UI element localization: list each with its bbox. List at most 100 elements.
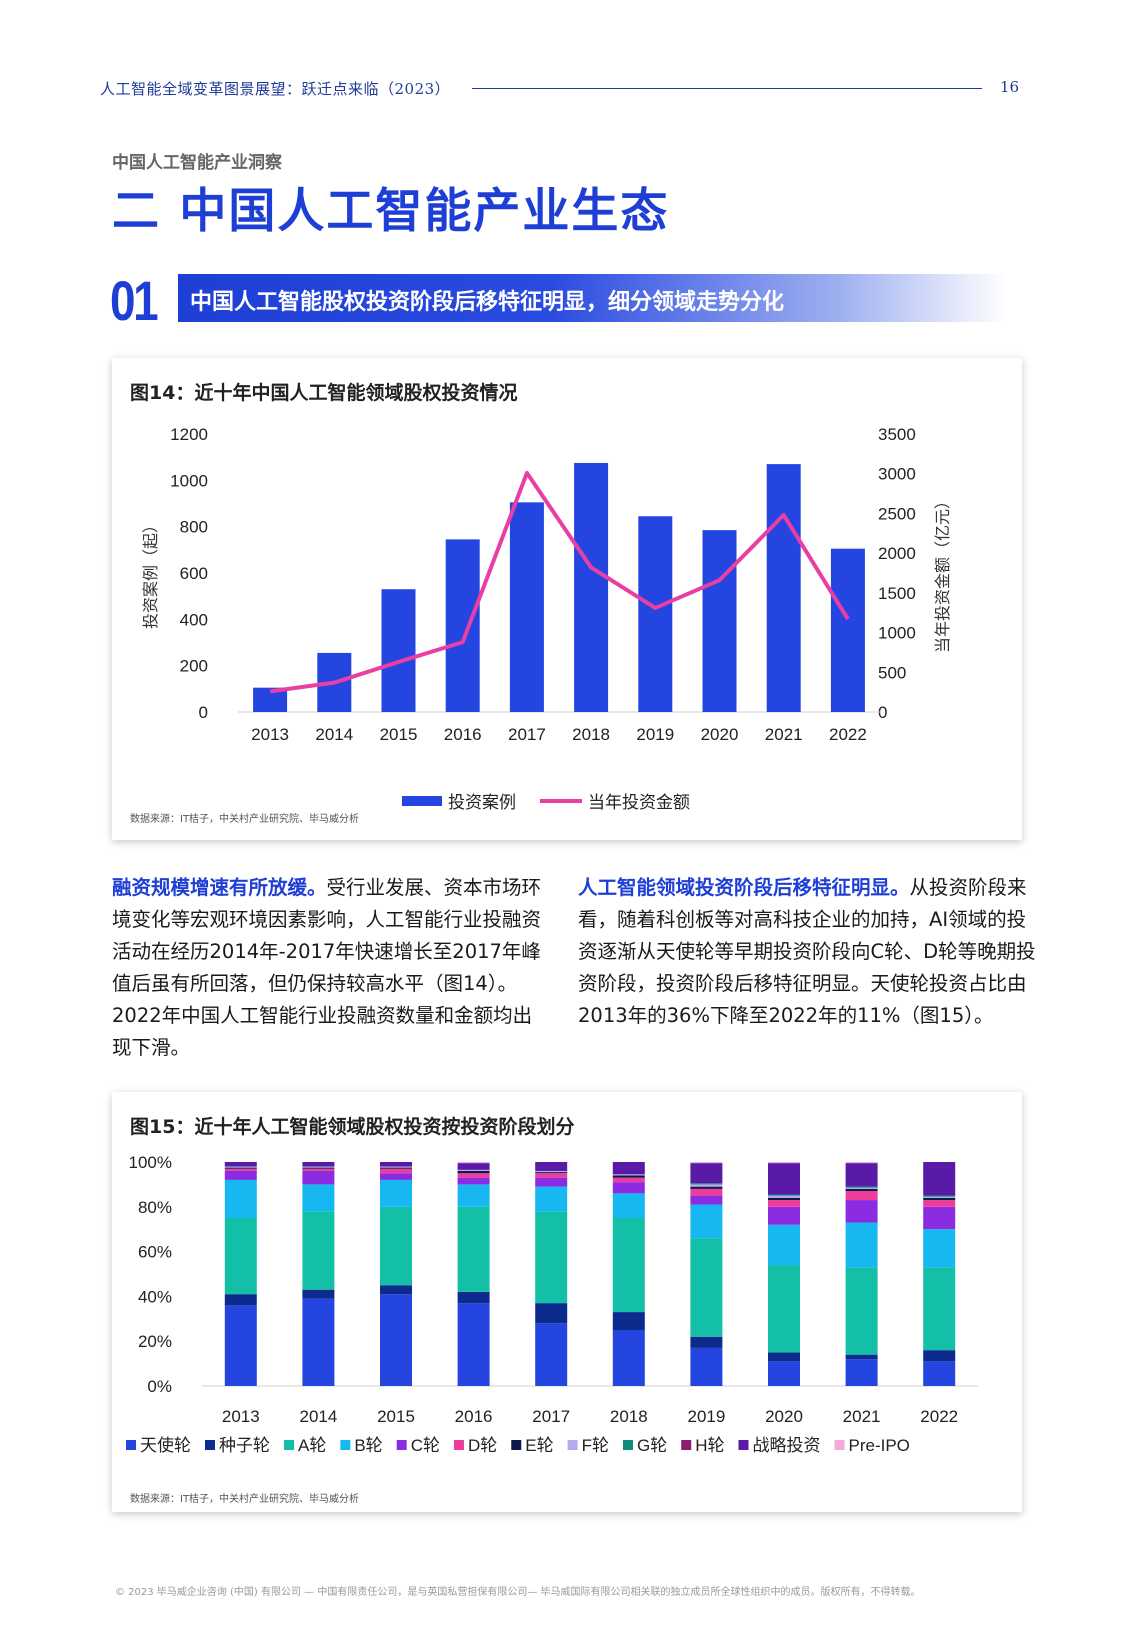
segment-2019-C轮 — [690, 1195, 723, 1205]
segment-2022-F轮 — [923, 1196, 956, 1198]
segment-2015-A轮 — [380, 1206, 412, 1286]
segment-2022-D轮 — [923, 1200, 956, 1207]
segment-2019-战略投资 — [690, 1163, 723, 1184]
segment-2021-E轮 — [845, 1188, 878, 1192]
legend-label: Pre-IPO — [849, 1436, 910, 1455]
segment-2018-D轮 — [612, 1177, 645, 1183]
section-title: 二 中国人工智能产业生态 — [112, 184, 670, 239]
segment-2020-Pre-IPO — [768, 1162, 800, 1164]
segment-2020-F轮 — [768, 1195, 800, 1198]
legend-swatch — [681, 1440, 692, 1450]
legend-swatch-cases — [402, 796, 442, 806]
legend-swatch — [284, 1440, 294, 1450]
x-tick-label: 2015 — [380, 725, 418, 744]
segment-2016-F轮 — [457, 1169, 490, 1171]
segment-2021-种子轮 — [845, 1354, 878, 1360]
paragraph-right: 人工智能领域投资阶段后移特征明显。从投资阶段来看，随着科创板等对高科技企业的加持… — [578, 872, 1044, 1032]
segment-2013-D轮 — [224, 1168, 257, 1171]
segment-2016-C轮 — [457, 1177, 490, 1185]
figure15-source: 数据来源：IT桔子，中关村产业研究院、毕马威分析 — [130, 1494, 360, 1505]
segment-2019-天使轮 — [690, 1347, 723, 1386]
segment-2016-B轮 — [457, 1184, 490, 1207]
segment-2016-种子轮 — [457, 1291, 490, 1304]
segment-2017-B轮 — [535, 1186, 568, 1212]
legend-label: H轮 — [695, 1436, 724, 1455]
segment-2016-A轮 — [457, 1206, 490, 1292]
segment-2021-B轮 — [845, 1222, 878, 1268]
segment-2014-战略投资 — [302, 1162, 335, 1167]
figure14-source: 数据来源：IT桔子，中关村产业研究院、毕马威分析 — [130, 814, 360, 825]
y-axis-label: 投资案例（起） — [142, 517, 160, 629]
segment-2018-C轮 — [612, 1182, 645, 1194]
y-tick-label: 20% — [138, 1332, 172, 1351]
segment-2013-E轮 — [224, 1167, 257, 1169]
segment-2017-E轮 — [535, 1172, 568, 1174]
y-tick-label: 1200 — [170, 425, 208, 444]
legend-swatch — [834, 1440, 845, 1450]
bar-2021 — [766, 464, 801, 712]
segment-2014-种子轮 — [302, 1289, 335, 1299]
segment-2014-A轮 — [302, 1211, 335, 1290]
segment-2013-C轮 — [224, 1170, 257, 1180]
x-tick-label: 2015 — [377, 1407, 415, 1426]
legend-swatch — [340, 1440, 351, 1450]
segment-2019-G轮 — [690, 1183, 723, 1185]
segment-2019-E轮 — [690, 1186, 723, 1189]
segment-2020-D轮 — [768, 1200, 800, 1207]
segment-2022-C轮 — [923, 1206, 956, 1230]
legend-swatch — [738, 1440, 749, 1450]
segment-2019-B轮 — [690, 1204, 723, 1239]
y2-tick-label: 500 — [878, 663, 906, 682]
segment-2017-D轮 — [535, 1173, 568, 1178]
bar-2022 — [830, 548, 865, 712]
subsection-title: 中国人工智能股权投资阶段后移特征明显，细分领域走势分化 — [190, 290, 785, 315]
segment-2021-G轮 — [845, 1186, 878, 1188]
line-series-amount — [269, 470, 850, 694]
bar-2015 — [381, 589, 416, 712]
x-tick-label: 2022 — [920, 1407, 958, 1426]
segment-2018-B轮 — [612, 1193, 645, 1218]
legend-label: G轮 — [637, 1436, 667, 1455]
segment-2015-战略投资 — [380, 1162, 412, 1167]
paragraph-right-body: 从投资阶段来看，随着科创板等对高科技企业的加持，AI领域的投资逐渐从天使轮等早期… — [578, 876, 1036, 1027]
segment-2014-D轮 — [302, 1168, 335, 1171]
segment-2019-A轮 — [690, 1238, 723, 1337]
segment-2016-天使轮 — [457, 1303, 490, 1386]
legend-label: 天使轮 — [140, 1435, 191, 1455]
legend-swatch — [396, 1440, 407, 1450]
segment-2017-F轮 — [535, 1170, 568, 1173]
segment-2013-B轮 — [224, 1179, 257, 1218]
paragraph-left-body: 受行业发展、资本市场环境变化等宏观环境因素影响，人工智能行业投融资活动在经历20… — [112, 876, 542, 1059]
segment-2021-战略投资 — [845, 1163, 878, 1187]
segment-2019-Pre-IPO — [690, 1162, 723, 1164]
bar-2020 — [702, 530, 737, 712]
segment-2022-A轮 — [923, 1267, 956, 1351]
segment-2017-C轮 — [535, 1177, 568, 1187]
y-tick-label: 80% — [138, 1198, 172, 1217]
section-kicker: 中国人工智能产业洞察 — [112, 153, 282, 173]
legend-label: D轮 — [468, 1436, 497, 1455]
legend-swatch — [567, 1440, 578, 1450]
legend-swatch — [622, 1440, 633, 1450]
page-number: 16 — [1000, 78, 1020, 96]
y2-tick-label: 0 — [878, 703, 887, 722]
legend-swatch — [205, 1440, 215, 1450]
segment-2021-天使轮 — [845, 1359, 878, 1386]
figure15-title: 图15：近十年人工智能领域股权投资按投资阶段划分 — [130, 1116, 575, 1138]
x-tick-label: 2022 — [829, 725, 867, 744]
legend-label: B轮 — [354, 1436, 382, 1455]
segment-2022-G轮 — [923, 1195, 956, 1197]
segment-2013-A轮 — [224, 1218, 257, 1295]
segment-2020-E轮 — [768, 1197, 800, 1201]
bar-2017 — [509, 502, 544, 712]
legend-label: F轮 — [582, 1436, 609, 1455]
segment-2019-D轮 — [690, 1188, 723, 1196]
y2-tick-label: 1000 — [878, 624, 916, 643]
paragraph-right-lead: 人工智能领域投资阶段后移特征明显。 — [578, 876, 910, 899]
segment-2020-G轮 — [768, 1194, 800, 1196]
segment-2013-战略投资 — [224, 1162, 257, 1167]
segment-2019-F轮 — [690, 1184, 723, 1187]
segment-2019-种子轮 — [690, 1336, 723, 1348]
x-tick-label: 2019 — [636, 725, 674, 744]
segment-2018-E轮 — [612, 1175, 645, 1178]
